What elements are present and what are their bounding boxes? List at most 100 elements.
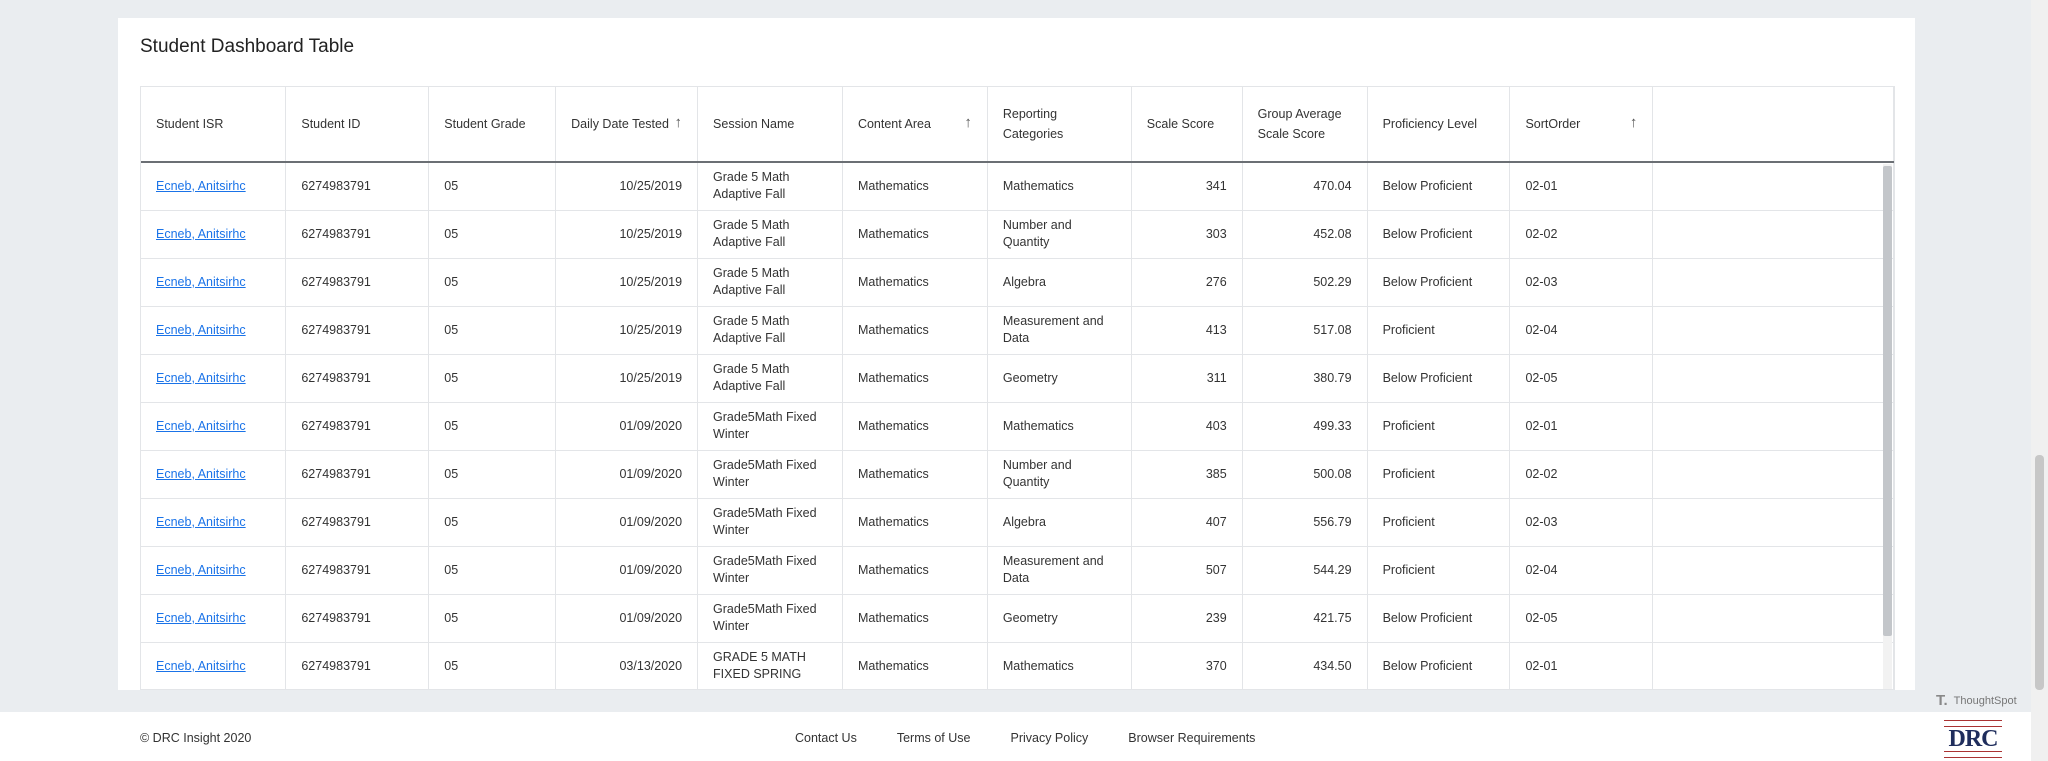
table-cell: 01/09/2020 [555,402,699,451]
cell-value: 10/25/2019 [619,274,683,289]
table-cell: 6274983791 [285,642,430,689]
table-cell: Mathematics [842,546,988,595]
cell-value: Mathematics [857,418,929,433]
student-isr-link[interactable]: Ecneb, Anitsirhc [156,274,246,289]
column-header[interactable]: Student ISR [141,87,287,163]
table-cell: Proficient [1367,546,1511,595]
table-cell: Number and Quantity [987,210,1132,259]
cell-value: 470.04 [1313,178,1352,193]
column-header[interactable]: Group Average Scale Score [1242,87,1368,163]
footer-link-terms-of-use[interactable]: Terms of Use [896,731,971,745]
cell-value: 434.50 [1313,658,1352,673]
table-cell: Grade 5 Math Adaptive Fall [697,162,843,211]
table-cell: 413 [1131,306,1243,355]
student-isr-link[interactable]: Ecneb, Anitsirhc [156,466,246,481]
table-cell: 380.79 [1242,354,1368,403]
table-cell: Ecneb, Anitsirhc [141,402,287,451]
column-header-label: Session Name [713,117,795,131]
table-cell: Mathematics [842,402,988,451]
student-isr-link[interactable]: Ecneb, Anitsirhc [156,322,246,337]
cell-value: 10/25/2019 [619,370,683,385]
cell-value: 6274983791 [301,514,371,529]
column-header-label: Student Grade [444,117,526,131]
table-cell: 341 [1131,162,1243,211]
table-cell: 434.50 [1242,642,1368,689]
cell-value: 02-04 [1525,322,1558,337]
table-cell: Ecneb, Anitsirhc [141,306,287,355]
footer-link-browser-requirements[interactable]: Browser Requirements [1128,731,1256,745]
table-cell: 452.08 [1242,210,1368,259]
cell-value: Proficient [1382,322,1435,337]
sort-ascending-icon[interactable]: ↑ [1629,114,1638,131]
cell-value: 01/09/2020 [619,466,683,481]
column-header[interactable]: Proficiency Level [1367,87,1511,163]
sort-ascending-icon[interactable]: ↑ [674,114,683,131]
table-cell: 239 [1131,594,1243,643]
cell-value: Mathematics [857,178,929,193]
table-cell: 6274983791 [285,162,430,211]
cell-value: 403 [1205,418,1227,433]
table-cell: Ecneb, Anitsirhc [141,354,287,403]
table-cell: 01/09/2020 [555,450,699,499]
column-header[interactable]: Daily Date Tested ↑ [555,87,699,163]
column-header[interactable]: Student ID [285,87,430,163]
column-header[interactable]: Student Grade [428,87,557,163]
table-row: Ecneb, Anitsirhc 6274983791 05 03/13/2020 GR… [141,642,1894,689]
table-row: Ecneb, Anitsirhc 6274983791 05 10/25/2019 Gr… [141,258,1894,307]
cell-value: 10/25/2019 [619,178,683,193]
cell-value: 02-05 [1525,370,1558,385]
column-header[interactable] [1652,87,1894,163]
student-isr-link[interactable]: Ecneb, Anitsirhc [156,226,246,241]
student-isr-link[interactable]: Ecneb, Anitsirhc [156,178,246,193]
table-cell: 02-03 [1509,258,1654,307]
table-cell: 370 [1131,642,1243,689]
column-header[interactable]: Reporting Categories [987,87,1132,163]
column-header[interactable]: Session Name [697,87,843,163]
table-cell [1652,354,1894,403]
table-cell: Grade 5 Math Adaptive Fall [697,306,843,355]
footer-link-contact-us[interactable]: Contact Us [795,731,857,745]
table-cell: Mathematics [842,306,988,355]
column-header[interactable]: Scale Score [1131,87,1243,163]
table-cell: Mathematics [842,450,988,499]
table-cell: 10/25/2019 [555,354,699,403]
cell-value: 05 [444,562,459,577]
cell-value: 05 [444,466,459,481]
cell-value: Mathematics [857,274,929,289]
cell-value: 500.08 [1313,466,1352,481]
table-cell: Proficient [1367,498,1511,547]
student-isr-link[interactable]: Ecneb, Anitsirhc [156,418,246,433]
student-isr-link[interactable]: Ecneb, Anitsirhc [156,370,246,385]
column-header[interactable]: SortOrder ↑ [1509,87,1654,163]
cell-value: 02-05 [1525,610,1558,625]
table-cell: 02-04 [1509,306,1654,355]
cell-value: Mathematics [857,562,929,577]
table-scrollbar[interactable] [1883,164,1892,689]
cell-value: 6274983791 [301,562,371,577]
student-isr-link[interactable]: Ecneb, Anitsirhc [156,610,246,625]
table-cell: 507 [1131,546,1243,595]
column-header[interactable]: Content Area ↑ [842,87,988,163]
student-isr-link[interactable]: Ecneb, Anitsirhc [156,562,246,577]
cell-value: Grade 5 Math Adaptive Fall [713,362,790,393]
table-scrollbar-thumb[interactable] [1883,166,1892,636]
cell-value: 413 [1205,322,1227,337]
table-cell: 6274983791 [285,354,430,403]
footer: © DRC Insight 2020 Contact Us Terms of U… [0,712,2031,761]
cell-value: Below Proficient [1382,610,1473,625]
student-isr-link[interactable]: Ecneb, Anitsirhc [156,658,246,673]
cell-value: 03/13/2020 [619,658,683,673]
sort-ascending-icon[interactable]: ↑ [964,114,972,131]
table-cell: 05 [428,354,557,403]
table-cell: Mathematics [842,258,988,307]
table-cell: Ecneb, Anitsirhc [141,642,287,689]
student-isr-link[interactable]: Ecneb, Anitsirhc [156,514,246,529]
cell-value: Number and Quantity [1002,458,1072,489]
table-cell: 556.79 [1242,498,1368,547]
cell-value: 05 [444,370,459,385]
footer-link-privacy-policy[interactable]: Privacy Policy [1010,731,1089,745]
page-scrollbar[interactable] [2031,0,2048,761]
page-scrollbar-thumb[interactable] [2035,455,2044,690]
table-row: Ecneb, Anitsirhc 6274983791 05 01/09/2020 Gr… [141,402,1894,451]
cell-value: Mathematics [857,658,929,673]
